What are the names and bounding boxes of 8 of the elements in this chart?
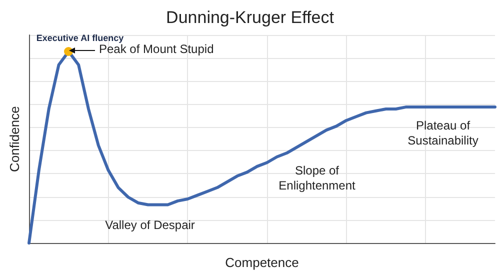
annotation: Peak of Mount Stupid	[99, 42, 214, 56]
chart-title: Dunning-Kruger Effect	[166, 8, 334, 27]
annotation: Slope of Enlightenment	[278, 164, 356, 192]
annotation: Valley of Despair	[105, 218, 195, 232]
y-axis-title: Confidence	[7, 106, 22, 172]
annotation: Plateau of Sustainability	[408, 118, 478, 148]
x-axis-title: Competence	[225, 255, 299, 270]
text: Executive AI fluency	[36, 33, 124, 43]
